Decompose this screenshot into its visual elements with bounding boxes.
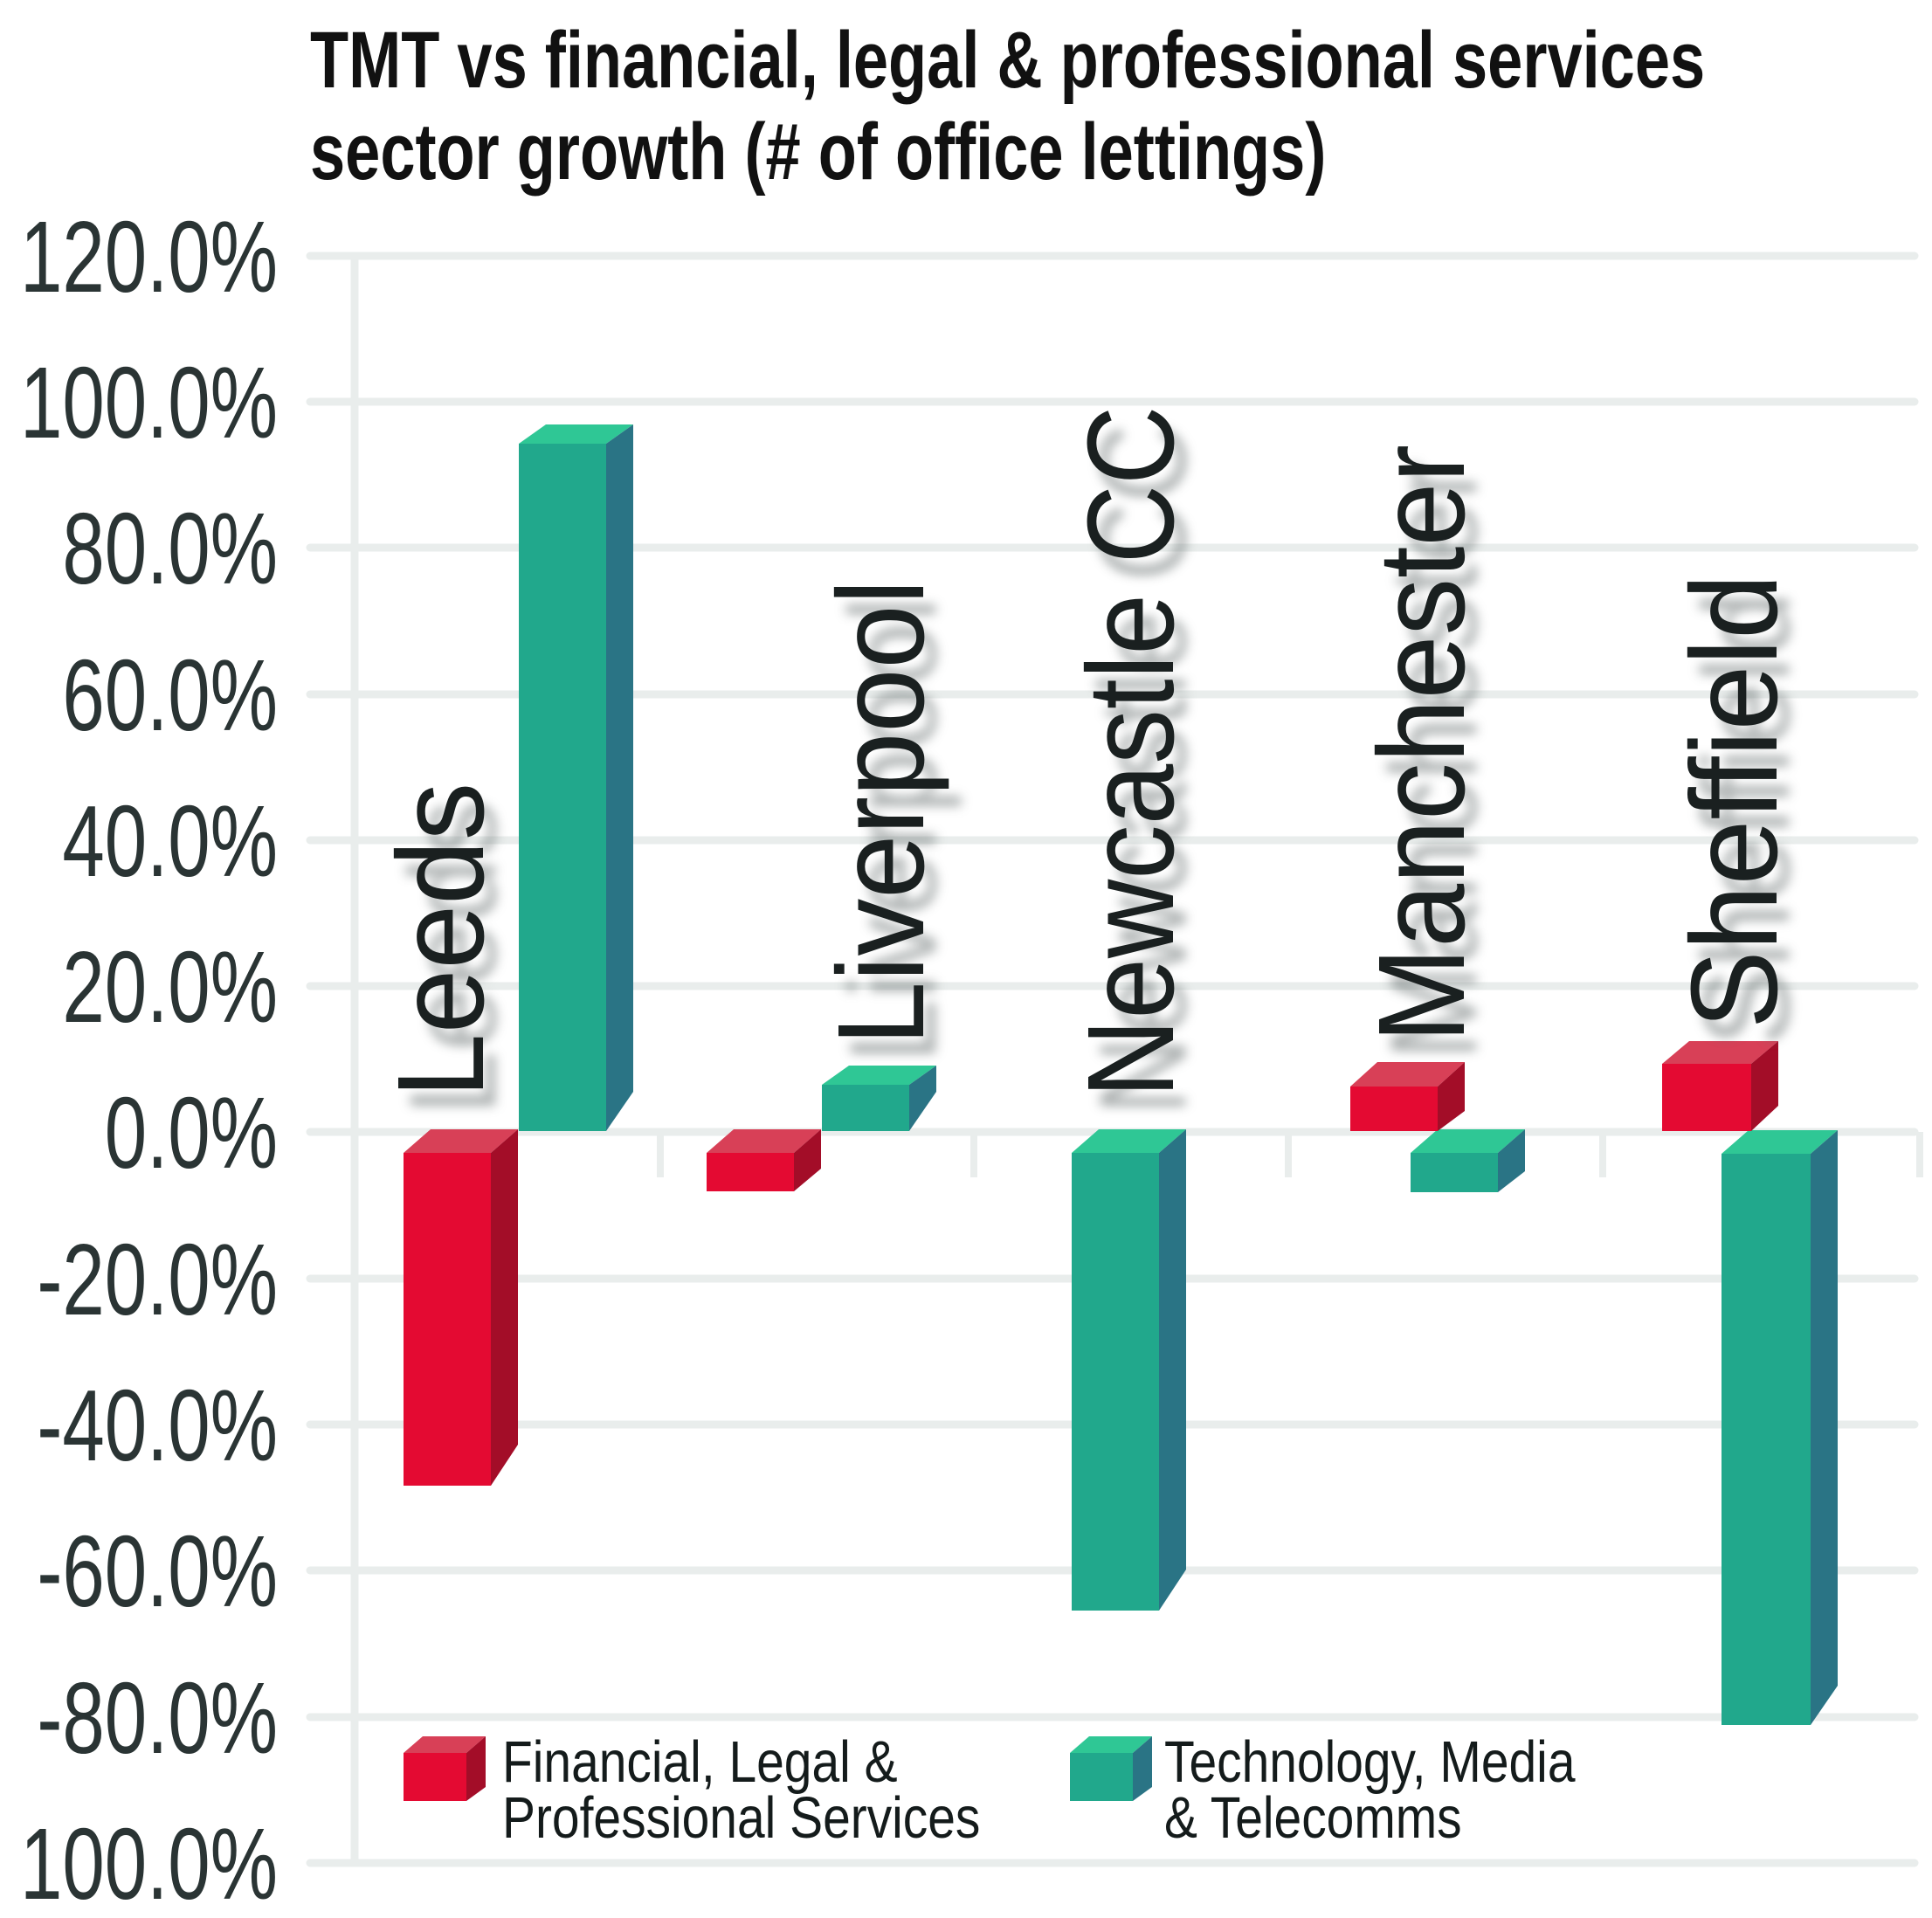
svg-text:Financial, Legal &: Financial, Legal &	[502, 1730, 898, 1795]
svg-text:Newcastle CC: Newcastle CC	[1074, 424, 1212, 1115]
svg-text:-40.0%: -40.0%	[37, 1369, 278, 1482]
svg-text:sector growth (# of office let: sector growth (# of office lettings)	[310, 107, 1326, 197]
svg-text:Liverpool: Liverpool	[812, 579, 949, 1045]
svg-text:& Telecomms: & Telecomms	[1164, 1786, 1462, 1851]
svg-text:-20.0%: -20.0%	[37, 1223, 278, 1336]
svg-text:Newcastle CC: Newcastle CC	[1062, 406, 1200, 1098]
svg-text:-80.0%: -80.0%	[37, 1661, 278, 1775]
svg-text:100.0%: 100.0%	[20, 1807, 278, 1918]
svg-text:-60.0%: -60.0%	[37, 1514, 278, 1628]
svg-text:40.0%: 40.0%	[62, 784, 278, 898]
svg-text:Liverpool: Liverpool	[825, 597, 962, 1063]
svg-text:80.0%: 80.0%	[62, 492, 278, 605]
svg-text:Professional Services: Professional Services	[502, 1786, 980, 1851]
svg-text:60.0%: 60.0%	[62, 638, 278, 752]
svg-text:Leeds: Leeds	[371, 783, 509, 1098]
svg-text:Sheffield: Sheffield	[1678, 591, 1816, 1046]
svg-text:20.0%: 20.0%	[62, 930, 278, 1044]
svg-text:Technology, Media: Technology, Media	[1164, 1730, 1576, 1795]
svg-text:120.0%: 120.0%	[20, 200, 278, 314]
svg-text:Manchester: Manchester	[1365, 462, 1502, 1060]
svg-text:Sheffield: Sheffield	[1666, 574, 1804, 1029]
svg-text:0.0%: 0.0%	[105, 1076, 278, 1190]
svg-text:TMT vs financial, legal & prof: TMT vs financial, legal & professional s…	[310, 15, 1705, 105]
svg-text:Manchester: Manchester	[1353, 445, 1490, 1043]
svg-text:100.0%: 100.0%	[20, 346, 278, 459]
svg-text:Leeds: Leeds	[383, 800, 521, 1115]
